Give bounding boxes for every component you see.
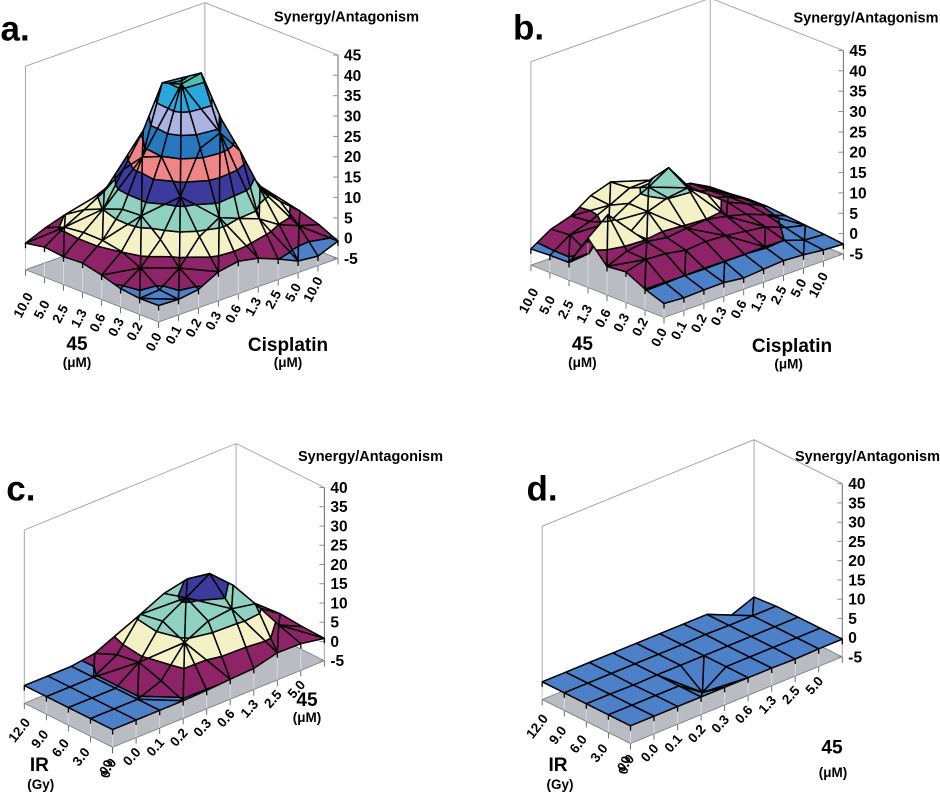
svg-text:Synergy/Antagonism: Synergy/Antagonism xyxy=(795,449,940,465)
svg-text:0: 0 xyxy=(849,226,858,243)
svg-text:(μM): (μM) xyxy=(274,355,303,370)
svg-text:Synergy/Antagonism: Synergy/Antagonism xyxy=(298,449,443,465)
svg-text:15: 15 xyxy=(849,165,867,182)
svg-text:40: 40 xyxy=(344,68,361,85)
svg-text:(μM): (μM) xyxy=(568,355,597,370)
svg-text:-5: -5 xyxy=(848,649,862,666)
svg-text:5: 5 xyxy=(849,206,858,223)
svg-text:-5: -5 xyxy=(330,653,344,670)
svg-text:Synergy/Antagonism: Synergy/Antagonism xyxy=(793,11,938,27)
svg-text:d.: d. xyxy=(527,469,558,508)
svg-text:45: 45 xyxy=(66,334,88,355)
svg-text:Cisplatin: Cisplatin xyxy=(752,336,832,357)
svg-text:(μM): (μM) xyxy=(293,710,322,725)
svg-text:35: 35 xyxy=(849,84,867,101)
svg-text:(Gy): (Gy) xyxy=(547,777,574,792)
svg-text:(μM): (μM) xyxy=(819,765,848,780)
svg-text:25: 25 xyxy=(848,534,866,551)
svg-text:45: 45 xyxy=(296,690,318,711)
svg-text:0: 0 xyxy=(848,630,857,647)
svg-text:-5: -5 xyxy=(344,251,358,268)
svg-text:0.0: 0.0 xyxy=(97,758,115,779)
svg-text:40: 40 xyxy=(849,63,866,80)
svg-text:45: 45 xyxy=(821,738,843,759)
svg-text:20: 20 xyxy=(849,145,866,162)
svg-text:(μM): (μM) xyxy=(774,357,803,372)
svg-text:25: 25 xyxy=(330,538,348,555)
svg-text:45: 45 xyxy=(849,43,867,60)
svg-text:20: 20 xyxy=(848,553,865,570)
svg-text:Cisplatin: Cisplatin xyxy=(248,335,328,356)
svg-text:IR: IR xyxy=(30,755,49,776)
svg-text:15: 15 xyxy=(848,572,866,589)
svg-text:10: 10 xyxy=(330,596,347,613)
svg-text:15: 15 xyxy=(330,576,348,593)
svg-text:40: 40 xyxy=(330,480,347,497)
svg-text:20: 20 xyxy=(344,149,361,166)
svg-text:(μM): (μM) xyxy=(63,355,92,370)
svg-text:(Gy): (Gy) xyxy=(27,777,54,792)
svg-text:45: 45 xyxy=(344,48,362,65)
svg-text:10: 10 xyxy=(848,592,865,609)
svg-text:5: 5 xyxy=(344,210,353,227)
svg-text:35: 35 xyxy=(848,495,866,512)
svg-text:0: 0 xyxy=(330,634,339,651)
svg-text:35: 35 xyxy=(330,499,348,516)
svg-text:45: 45 xyxy=(572,334,594,355)
svg-text:40: 40 xyxy=(848,476,865,493)
svg-text:30: 30 xyxy=(849,104,866,121)
svg-text:30: 30 xyxy=(330,519,347,536)
svg-text:25: 25 xyxy=(344,129,362,146)
svg-text:0: 0 xyxy=(344,231,353,248)
svg-text:IR: IR xyxy=(549,755,568,776)
svg-text:20: 20 xyxy=(330,557,347,574)
svg-text:0.0: 0.0 xyxy=(615,755,633,776)
svg-text:30: 30 xyxy=(848,515,865,532)
svg-text:5: 5 xyxy=(330,615,339,632)
svg-text:15: 15 xyxy=(344,170,362,187)
svg-text:b.: b. xyxy=(513,9,544,48)
svg-text:10: 10 xyxy=(344,190,361,207)
svg-text:Synergy/Antagonism: Synergy/Antagonism xyxy=(274,10,419,26)
svg-text:a.: a. xyxy=(1,10,30,49)
svg-text:10: 10 xyxy=(849,185,866,202)
svg-text:c.: c. xyxy=(6,470,35,509)
svg-text:35: 35 xyxy=(344,88,362,105)
svg-text:30: 30 xyxy=(344,109,361,126)
svg-text:-5: -5 xyxy=(849,247,863,264)
svg-text:25: 25 xyxy=(849,124,867,141)
svg-text:5: 5 xyxy=(848,611,857,628)
